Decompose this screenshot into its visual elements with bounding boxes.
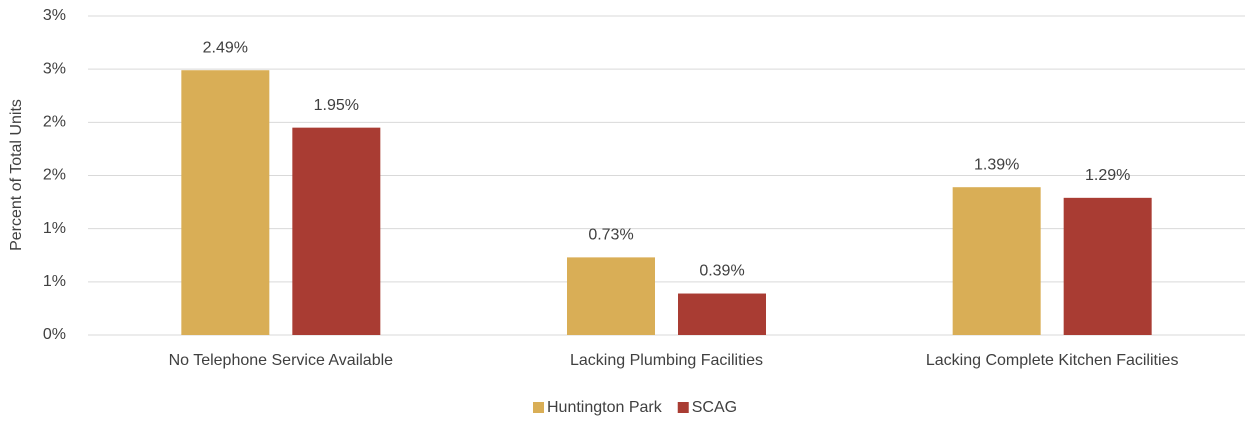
legend-label: Huntington Park bbox=[547, 399, 663, 416]
y-tick-label: 3% bbox=[43, 60, 66, 77]
y-tick-label: 2% bbox=[43, 114, 66, 131]
data-label: 2.49% bbox=[203, 39, 248, 56]
bar bbox=[952, 187, 1041, 335]
legend-swatch bbox=[533, 402, 544, 413]
y-tick-label: 0% bbox=[43, 326, 66, 343]
y-tick-label: 3% bbox=[43, 7, 66, 24]
legend-label: SCAG bbox=[692, 399, 737, 416]
bar bbox=[567, 257, 655, 335]
bar bbox=[181, 70, 270, 335]
bar bbox=[678, 293, 766, 335]
y-tick-label: 1% bbox=[43, 220, 66, 237]
x-tick-label: Lacking Complete Kitchen Facilities bbox=[926, 352, 1179, 369]
data-label: 0.39% bbox=[699, 263, 744, 280]
bar bbox=[1063, 197, 1152, 335]
y-tick-label: 1% bbox=[43, 273, 66, 290]
data-label: 1.39% bbox=[974, 156, 1019, 173]
data-label: 0.73% bbox=[588, 227, 633, 244]
data-label: 1.29% bbox=[1085, 167, 1130, 184]
bar bbox=[292, 127, 381, 336]
y-axis-title: Percent of Total Units bbox=[8, 99, 25, 251]
x-tick-label: Lacking Plumbing Facilities bbox=[570, 352, 763, 369]
y-tick-label: 2% bbox=[43, 167, 66, 184]
data-label: 1.95% bbox=[314, 97, 359, 114]
legend-swatch bbox=[677, 402, 689, 413]
x-tick-label: No Telephone Service Available bbox=[169, 352, 394, 369]
